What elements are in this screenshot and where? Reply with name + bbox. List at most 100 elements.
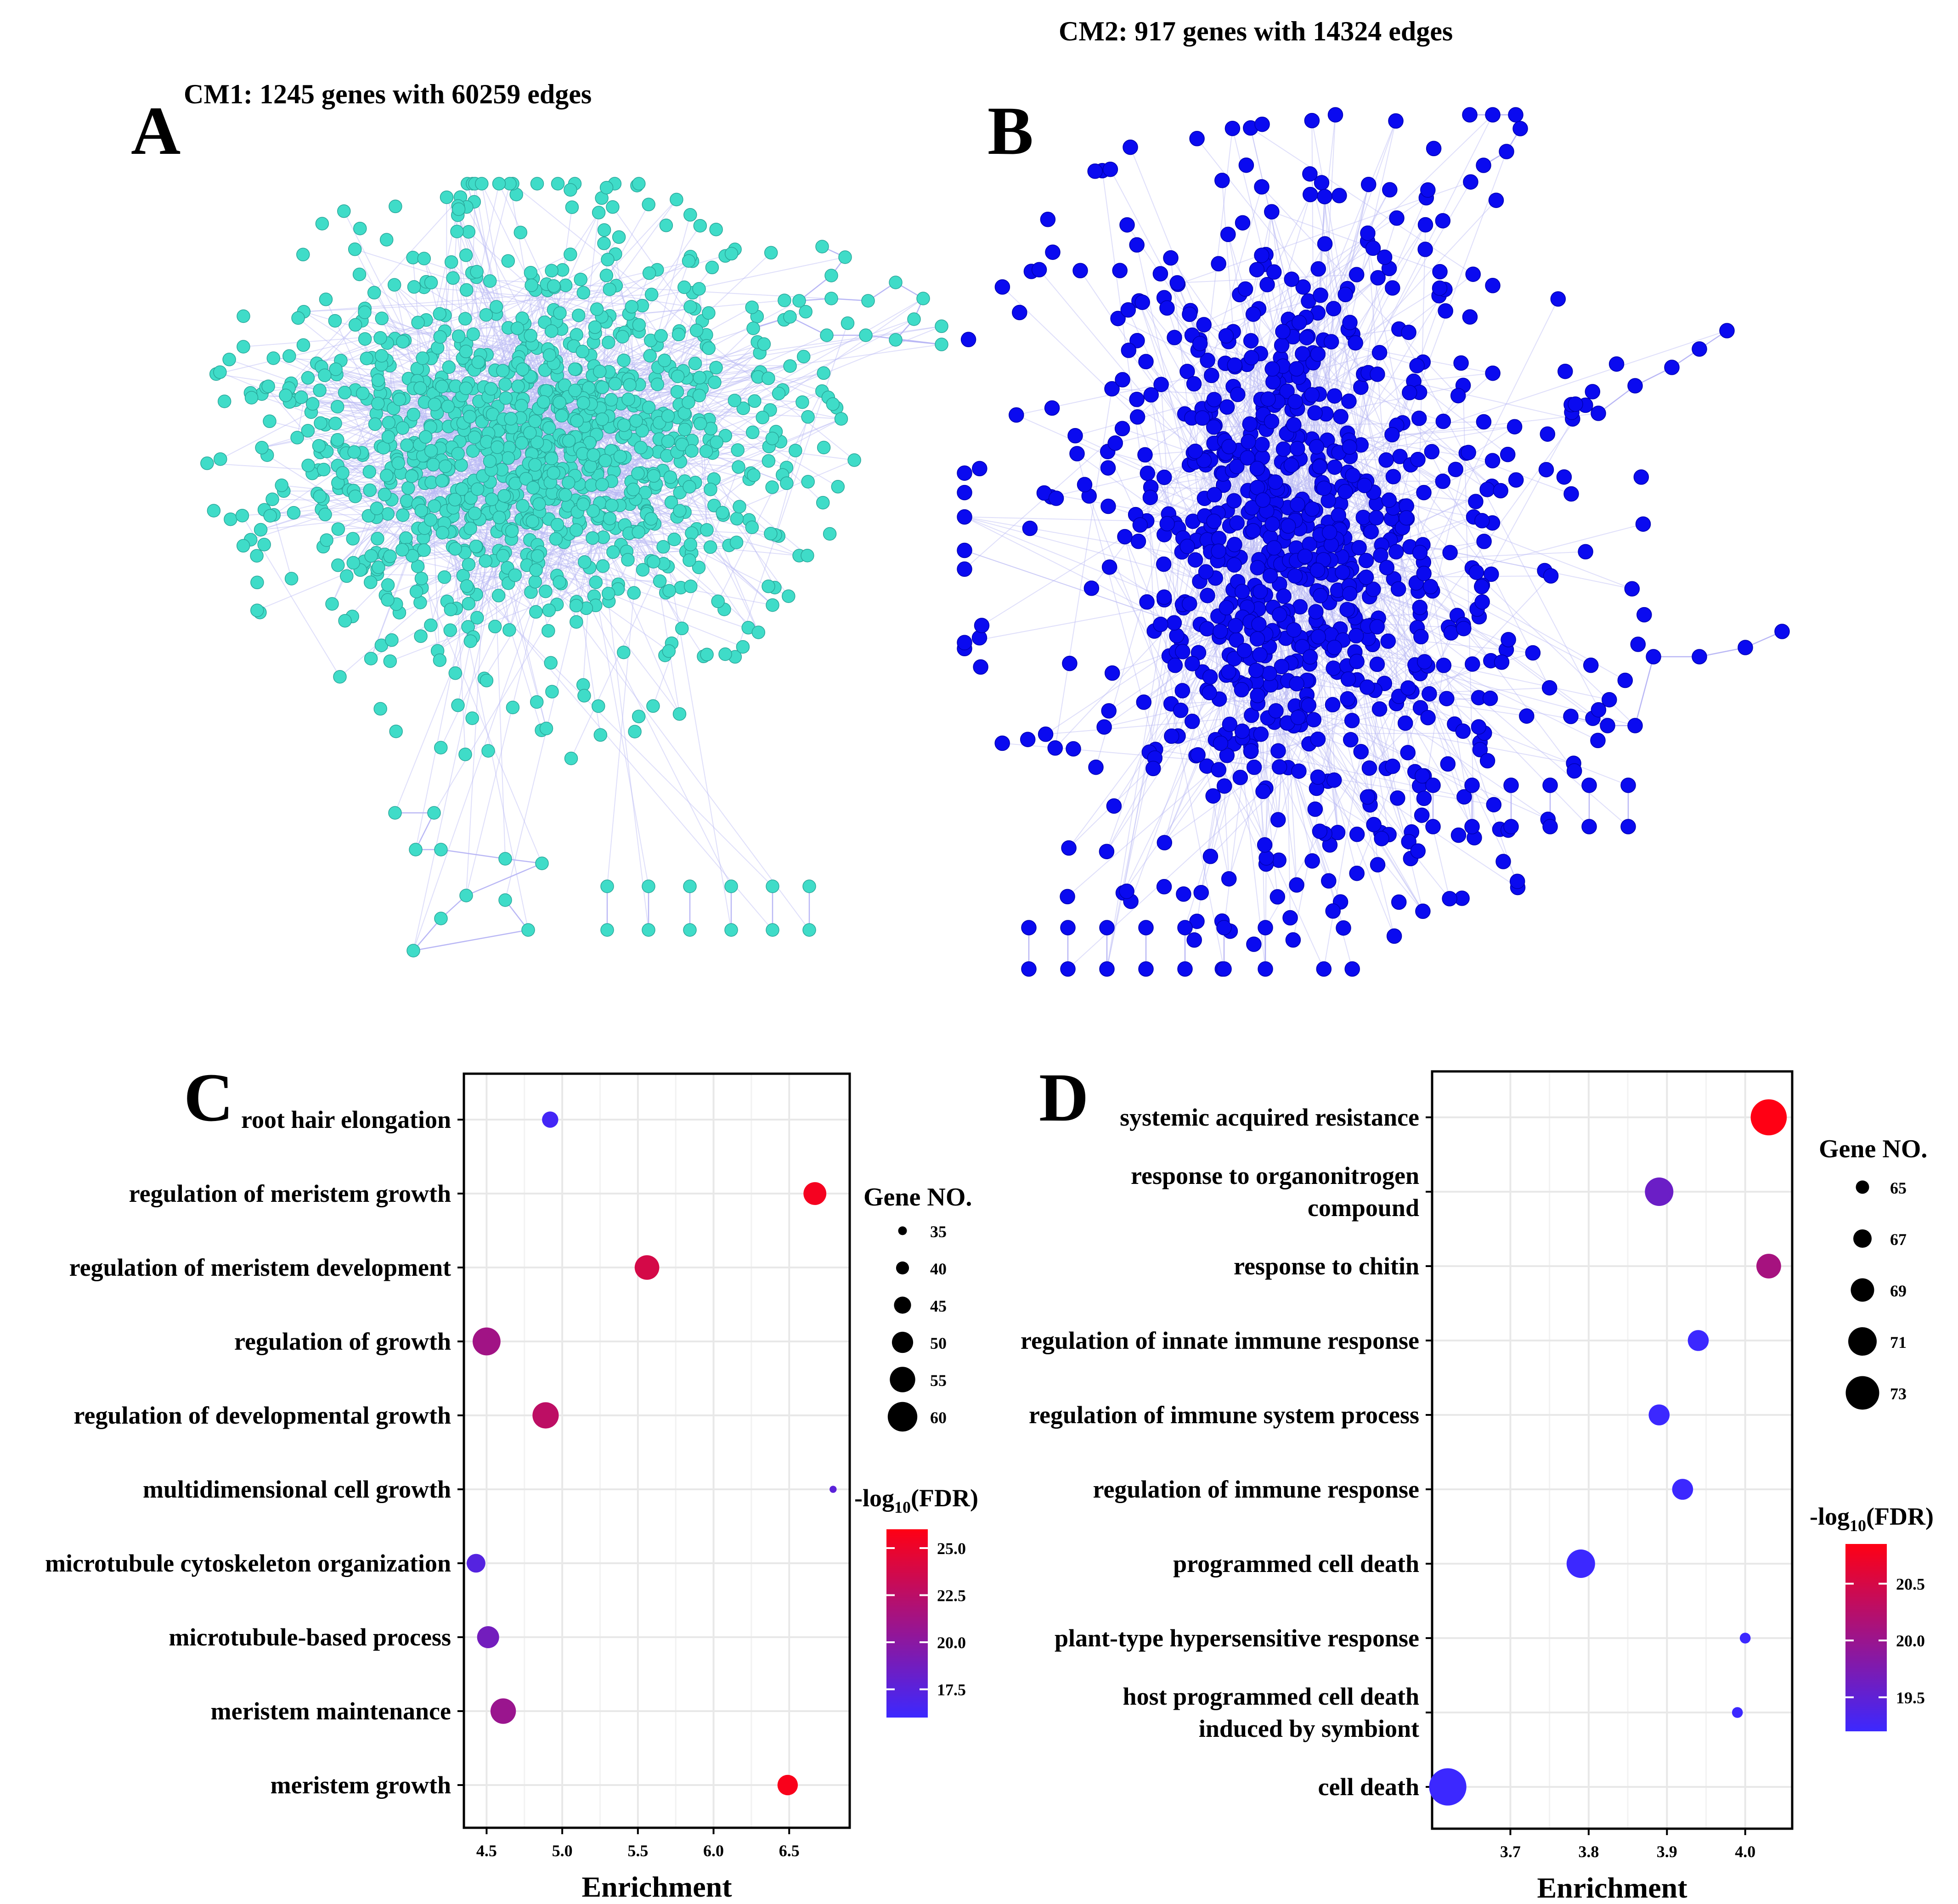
network-node	[1503, 777, 1519, 793]
network-node	[1270, 743, 1286, 759]
network-node	[1227, 537, 1242, 552]
network-node	[468, 507, 482, 520]
network-node	[1254, 437, 1270, 452]
network-node	[1359, 679, 1375, 695]
network-node	[407, 280, 421, 294]
network-node	[515, 362, 530, 376]
y-tick-label: cell death	[1318, 1773, 1419, 1801]
network-edge	[553, 310, 585, 502]
network-node	[1211, 543, 1226, 559]
network-node	[667, 532, 681, 546]
network-edge	[629, 298, 924, 505]
network-node	[1425, 777, 1441, 793]
network-node	[1186, 376, 1202, 392]
network-node	[694, 417, 707, 431]
network-node	[1578, 544, 1593, 560]
network-node	[764, 527, 778, 541]
network-edge	[1123, 552, 1183, 893]
network-node	[1060, 961, 1076, 977]
network-node	[395, 543, 409, 557]
network-edge	[714, 460, 769, 506]
network-node	[1343, 732, 1359, 748]
network-node	[1190, 747, 1206, 763]
network-edge	[1182, 690, 1574, 764]
network-node	[1199, 621, 1215, 637]
network-node	[1409, 358, 1425, 373]
network-node	[1474, 579, 1490, 595]
network-edge	[646, 512, 680, 714]
network-node	[766, 923, 779, 937]
network-node	[458, 312, 472, 326]
network-node	[479, 308, 493, 322]
network-node	[463, 521, 477, 535]
network-node	[1349, 827, 1365, 842]
network-node	[1087, 163, 1103, 179]
network-node	[683, 553, 696, 567]
network-node	[1242, 416, 1258, 432]
network-node	[427, 806, 441, 820]
network-node	[685, 526, 699, 540]
network-node	[340, 569, 354, 583]
network-node	[1234, 584, 1250, 599]
network-node	[462, 597, 475, 611]
network-node	[338, 386, 352, 400]
network-node	[826, 397, 840, 411]
network-node	[1143, 387, 1159, 403]
network-node	[1048, 490, 1064, 506]
network-node	[1142, 490, 1158, 505]
plot-frame	[463, 1072, 851, 1829]
network-node	[595, 478, 609, 492]
network-node	[621, 392, 635, 406]
network-node	[1417, 217, 1433, 233]
network-node	[656, 540, 670, 554]
network-node	[565, 200, 579, 214]
network-node	[290, 431, 304, 445]
network-edge	[1095, 186, 1262, 767]
network-node	[373, 331, 387, 345]
network-node	[371, 532, 384, 546]
network-node	[765, 432, 779, 445]
network-node	[505, 524, 519, 538]
network-node	[1177, 920, 1193, 935]
network-node	[471, 355, 485, 369]
network-node	[1468, 564, 1484, 580]
network-node	[1365, 240, 1381, 256]
network-node	[632, 525, 645, 539]
network-node	[1216, 778, 1232, 794]
network-node	[1226, 493, 1242, 509]
panel-d-chart: systemic acquired resistance response to …	[1021, 1070, 1934, 1904]
network-node	[391, 456, 406, 470]
network-node	[1304, 113, 1320, 129]
network-node	[561, 476, 576, 490]
network-node	[275, 479, 288, 492]
y-tick-label: root hair elongation	[241, 1106, 451, 1133]
network-node	[1294, 639, 1310, 654]
network-edge	[380, 308, 695, 338]
network-node	[1157, 835, 1173, 851]
network-node	[506, 700, 520, 715]
network-node	[257, 538, 271, 552]
network-node	[1249, 631, 1265, 647]
network-node	[574, 272, 587, 287]
network-node	[568, 383, 582, 397]
network-node	[1244, 350, 1259, 366]
network-node	[702, 306, 716, 320]
network-node	[265, 492, 279, 506]
network-node	[1456, 789, 1472, 805]
network-node	[724, 923, 738, 937]
network-node	[677, 422, 692, 437]
network-node	[1279, 383, 1295, 399]
network-node	[1349, 267, 1365, 282]
network-node	[1200, 588, 1215, 603]
network-node	[492, 511, 506, 524]
network-node	[1378, 452, 1394, 468]
network-node	[1512, 121, 1528, 136]
network-edge	[474, 513, 542, 731]
network-edge	[1323, 114, 1336, 340]
network-node	[1114, 421, 1130, 437]
network-node	[747, 468, 761, 482]
network-node	[1353, 379, 1369, 395]
network-node	[816, 496, 830, 510]
network-node	[470, 265, 484, 279]
network-node	[1401, 324, 1416, 340]
